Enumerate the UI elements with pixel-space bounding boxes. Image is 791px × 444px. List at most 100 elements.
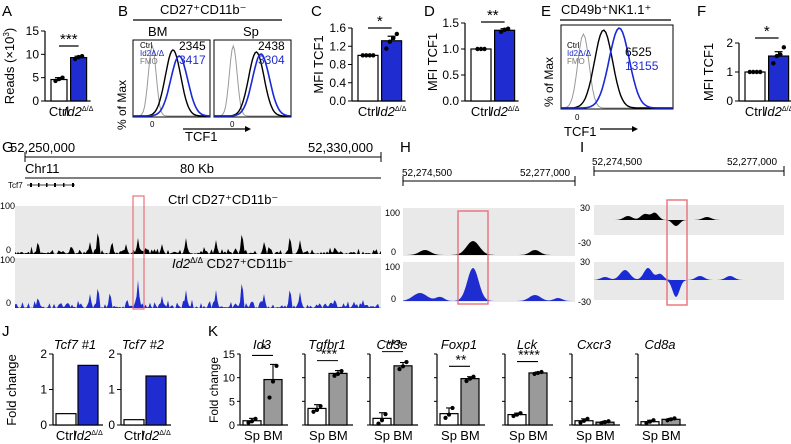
- x-tick-label: Sp: [244, 428, 260, 443]
- flow-e-ctrl-mfi: 6525: [625, 45, 652, 59]
- panel-letter-e: E: [541, 3, 551, 20]
- data-point: [270, 379, 276, 384]
- data-point: [511, 413, 516, 419]
- data-point: [450, 405, 455, 411]
- y-tick-label: 1: [40, 383, 47, 397]
- significance-label: *: [261, 340, 267, 356]
- data-point: [778, 52, 783, 57]
- data-point: [335, 371, 341, 376]
- panel-letter-a: A: [2, 3, 12, 20]
- y-tick-label: 5: [32, 71, 39, 85]
- data-point: [758, 69, 763, 75]
- x-tick-label: Ctrl: [358, 104, 378, 119]
- y-tick-label: 1.0: [442, 42, 459, 56]
- y-tick-label: 0: [40, 418, 47, 432]
- track-h-id2-bg: [403, 262, 575, 302]
- bar-id2: [494, 29, 516, 102]
- bar-id2: [145, 375, 167, 426]
- flow-b-bm-zero: 0: [150, 120, 155, 129]
- track-h-ctrl-ymax: 100: [385, 208, 400, 218]
- signal-i-id2-up: [594, 268, 784, 280]
- data-point: [339, 368, 344, 374]
- track-i-id2-bg: [594, 262, 784, 300]
- track-id2-ymin: 0: [6, 298, 11, 308]
- data-point: [367, 53, 372, 58]
- data-point: [446, 412, 452, 417]
- data-point: [253, 416, 258, 421]
- bar-bm: [460, 378, 480, 426]
- track-i-id2-ymax: 30: [580, 257, 590, 267]
- track-ctrl-label: Ctrl CD27⁺CD11b⁻: [168, 192, 278, 207]
- data-point: [314, 407, 320, 412]
- y-axis-label: Fold change: [4, 354, 19, 426]
- x-tick-label: Sp: [309, 428, 325, 443]
- flow-b-sp-frame: [213, 39, 292, 118]
- data-point: [535, 370, 541, 376]
- track-i-signal: [594, 212, 784, 297]
- histogram-fmo: [214, 44, 291, 117]
- chart-j-title: Tcf7 #2: [122, 337, 165, 352]
- gene-model-tcf7: [27, 183, 75, 187]
- x-tick-label: Sp: [374, 428, 390, 443]
- significance-label: **: [456, 351, 467, 367]
- panel-letter-d: D: [424, 3, 435, 20]
- data-point: [651, 418, 656, 423]
- data-point: [482, 46, 487, 52]
- signal-h-id2: [403, 268, 575, 301]
- track-id2-bg: [15, 258, 381, 308]
- flow-e-zero: 0: [575, 113, 580, 122]
- panel-letter-g: G: [2, 139, 14, 156]
- y-axis-label: MFI TCF1: [701, 43, 716, 101]
- track-id2-signal: [15, 280, 381, 308]
- track-id2-label: Id2Δ/Δ CD27⁺CD11b⁻: [172, 256, 293, 271]
- flow-b-bm-ctrl-mfi: 2345: [179, 39, 206, 53]
- flow-b-ylabel: % of Max: [115, 80, 129, 130]
- y-tick-label: 0.5: [442, 68, 459, 82]
- x-tick-label: BM: [328, 428, 348, 443]
- flow-b-legend-id2: Id2Δ/Δ: [140, 49, 165, 58]
- data-point: [606, 419, 611, 424]
- significance-label: ***: [386, 337, 403, 353]
- track-ctrl-ymin: 0: [6, 245, 11, 255]
- y-tick-label: 5: [229, 396, 235, 408]
- flow-b-legend-fmo: FMO: [140, 57, 158, 66]
- data-point: [514, 412, 520, 417]
- data-point: [387, 39, 393, 44]
- flow-e-frame: [560, 24, 674, 110]
- data-point: [581, 418, 587, 423]
- y-tick-label: 10: [26, 47, 40, 61]
- flow-b-xlabel: TCF1: [185, 129, 218, 144]
- x-tick-label: Id2Δ/Δ: [64, 104, 94, 119]
- x-tick-label: Sp: [642, 428, 658, 443]
- gene-name: Id3: [253, 337, 272, 352]
- x-tick-label: Ctrl: [49, 104, 69, 119]
- data-point: [478, 46, 484, 52]
- panel-letter-f: F: [697, 3, 706, 20]
- flow-e-legend-ctrl: Ctrl: [567, 41, 580, 50]
- histogram-id2: [561, 27, 673, 109]
- data-point: [443, 415, 448, 420]
- y-tick-label: 0.0: [329, 94, 346, 108]
- bar-ctrl: [357, 54, 379, 102]
- data-point: [397, 367, 402, 372]
- significance-label: *: [764, 23, 770, 40]
- gene-name: Cd3e: [376, 337, 407, 352]
- track-id2-ymax: 100: [0, 255, 15, 265]
- panel-letter-j: J: [2, 323, 10, 340]
- significance-label: **: [487, 7, 499, 24]
- gene-name: Tgfbr1: [308, 337, 346, 352]
- x-tick-label: Id2Δ/Δ: [141, 428, 171, 443]
- gene-name: Lck: [517, 337, 539, 352]
- y-tick-label: 1.6: [329, 21, 346, 35]
- y-tick-label: 2: [108, 347, 115, 361]
- flow-e-title: CD49b⁺NK1.1⁺: [561, 2, 651, 17]
- bar-bm: [263, 378, 283, 426]
- y-tick-label: 15: [223, 349, 235, 361]
- flow-e-legend-id2: Id2Δ/Δ: [567, 49, 592, 58]
- flow-e-ylabel: % of Max: [542, 57, 556, 107]
- bar-id2: [69, 56, 88, 102]
